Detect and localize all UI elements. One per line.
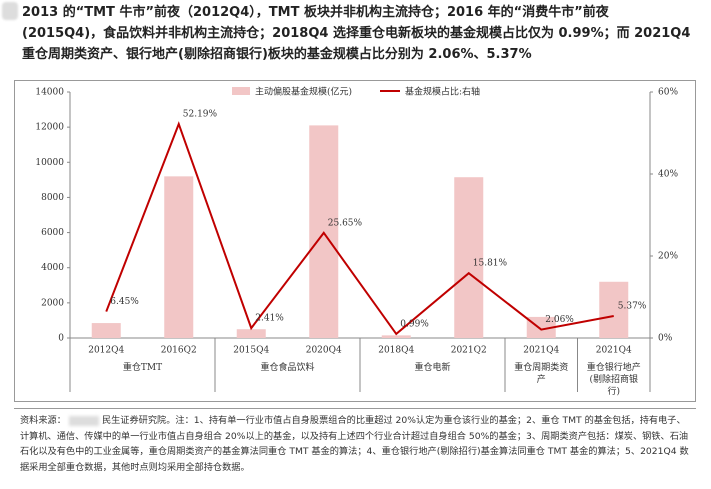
line <box>105 121 614 336</box>
x-tick-label: 2012Q4 <box>88 346 124 356</box>
y-tick-label: 14000 <box>35 88 64 98</box>
legend-label: 主动偏股基金规模(亿元) <box>255 86 352 98</box>
data-label: 15.81% <box>473 259 508 269</box>
y2-tick-label: 20% <box>658 252 678 262</box>
blurred-icon <box>2 2 18 20</box>
y2-tick-label: 0% <box>658 334 673 344</box>
data-label: 6.45% <box>110 297 139 307</box>
legend-swatch <box>232 87 250 95</box>
bar <box>599 281 629 338</box>
bar <box>91 323 121 338</box>
y-tick-label: 12000 <box>35 123 64 133</box>
x-tick-label: 2021Q4 <box>596 346 632 356</box>
data-label: 25.65% <box>328 218 363 228</box>
bar <box>454 177 484 338</box>
y2-tick-label: 40% <box>658 170 678 180</box>
x-tick-label: 2016Q2 <box>161 346 197 356</box>
bar <box>381 335 411 338</box>
y-tick-label: 6000 <box>41 228 64 238</box>
x-tick-label: 2020Q4 <box>306 346 342 356</box>
x-tick-label: 2018Q4 <box>378 346 414 356</box>
y-tick-label: 2000 <box>41 298 64 308</box>
title: 2013 的“TMT 牛市”前夜（2012Q4），TMT 板块并非机构主流持仓；… <box>22 2 702 65</box>
data-label: 52.19% <box>183 110 218 120</box>
group-label: 重仓食品饮料 <box>260 363 315 373</box>
group-label: 重仓银行地产(剔除招商银行) <box>586 363 641 397</box>
note: 民生证券研究院。注：1、持有单一行业市值占自身股票组合的比重超过 20%认定为重… <box>20 415 689 473</box>
data-label: 2.06% <box>545 315 574 325</box>
blurred-text <box>68 415 99 426</box>
bar <box>526 316 556 338</box>
data-label: 0.99% <box>400 319 429 329</box>
y-tick-label: 10000 <box>35 158 64 168</box>
title-line: 重仓周期类资产、银行地产(剔除招商银行)板块的基金规模占比分别为 2.06%、5… <box>22 47 532 62</box>
group-label: 重仓TMT <box>122 363 163 373</box>
bar <box>164 176 194 338</box>
y-tick-label: 0 <box>58 334 64 344</box>
group-label: 重仓电新 <box>414 363 451 373</box>
title-line: (2015Q4)，食品饮料并非机构主流持仓；2018Q4 选择重仓电新板块的基金… <box>22 26 691 41</box>
y2-tick-label: 60% <box>658 88 678 98</box>
x-tick-label: 2015Q4 <box>233 346 269 356</box>
x-tick-label: 2021Q2 <box>451 346 487 356</box>
legend-label: 基金规模占比:右轴 <box>405 86 480 98</box>
bar <box>236 329 266 338</box>
source-label: 资料来源： <box>20 415 66 426</box>
y-tick-label: 8000 <box>41 193 64 203</box>
data-label: 5.37% <box>618 301 647 311</box>
footnote: 资料来源： 民生证券研究院。注：1、持有单一行业市值占自身股票组合的比重超过 20… <box>14 408 696 475</box>
title-line: 2013 的“TMT 牛市”前夜（2012Q4），TMT 板块并非机构主流持仓；… <box>22 5 609 20</box>
chart-frame <box>14 80 696 402</box>
data-label: 2.41% <box>255 314 284 324</box>
y-tick-label: 4000 <box>41 263 64 273</box>
group-label: 重仓周期类资产 <box>514 363 569 385</box>
x-tick-label: 2021Q4 <box>523 346 559 356</box>
